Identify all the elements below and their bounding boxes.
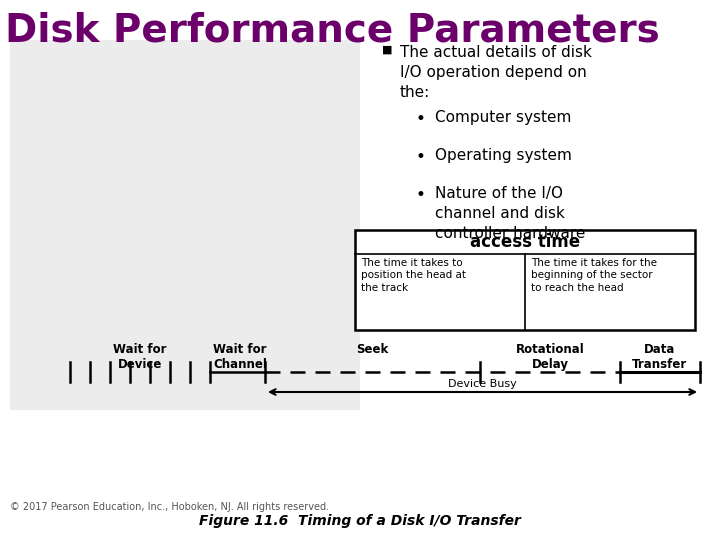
Text: Wait for
Device: Wait for Device	[113, 343, 167, 371]
Text: Data
Transfer: Data Transfer	[632, 343, 688, 371]
Text: The time it takes for the
beginning of the sector
to reach the head: The time it takes for the beginning of t…	[531, 258, 657, 293]
FancyBboxPatch shape	[355, 230, 695, 330]
Text: The time it takes to
position the head at
the track: The time it takes to position the head a…	[361, 258, 466, 293]
Text: •: •	[415, 148, 425, 166]
Text: Rotational
Delay: Rotational Delay	[516, 343, 585, 371]
Text: access time: access time	[470, 233, 580, 251]
FancyBboxPatch shape	[10, 40, 360, 410]
Text: Seek: Seek	[356, 343, 388, 356]
Text: The actual details of disk
I/O operation depend on
the:: The actual details of disk I/O operation…	[400, 45, 592, 99]
Text: Operating system: Operating system	[435, 148, 572, 163]
Text: Computer system: Computer system	[435, 110, 572, 125]
Text: Figure 11.6  Timing of a Disk I/O Transfer: Figure 11.6 Timing of a Disk I/O Transfe…	[199, 514, 521, 528]
Text: Device Busy: Device Busy	[448, 379, 517, 389]
Text: Disk Performance Parameters: Disk Performance Parameters	[5, 12, 660, 50]
Text: •: •	[415, 110, 425, 128]
Text: •: •	[415, 186, 425, 204]
Text: ■: ■	[382, 45, 392, 55]
Text: Wait for
Channel: Wait for Channel	[213, 343, 267, 371]
Text: Nature of the I/O
channel and disk
controller hardware: Nature of the I/O channel and disk contr…	[435, 186, 585, 241]
Text: © 2017 Pearson Education, Inc., Hoboken, NJ. All rights reserved.: © 2017 Pearson Education, Inc., Hoboken,…	[10, 502, 329, 512]
